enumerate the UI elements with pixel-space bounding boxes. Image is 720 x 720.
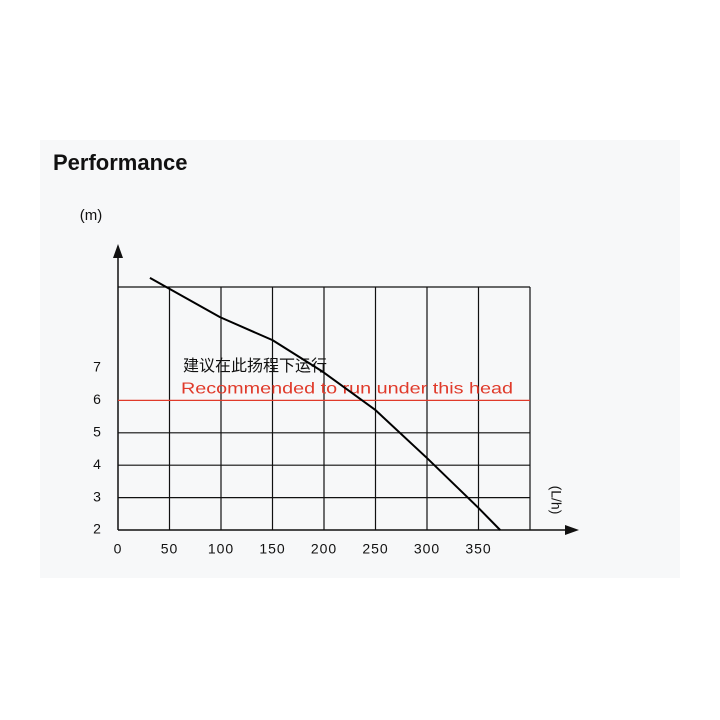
x-tick-label: 150 — [259, 541, 285, 557]
annotation-cn: 建议在此扬程下运行 — [183, 357, 327, 375]
x-tick-label: 100 — [208, 541, 234, 557]
x-tick-label: 50 — [161, 541, 179, 557]
x-tick-label: 300 — [414, 541, 440, 557]
x-tick-label: 350 — [465, 541, 491, 557]
curve — [149, 277, 501, 531]
x-axis-label: (L/h) — [548, 486, 564, 515]
y-arrow — [113, 244, 123, 258]
y-tick-label: 7 — [93, 359, 101, 375]
y-tick-label: 2 — [93, 521, 101, 537]
x-arrow — [565, 525, 579, 535]
x-tick-label: 0 — [114, 541, 123, 557]
chart-title: Performance — [53, 150, 188, 175]
y-tick-label: 6 — [93, 391, 101, 407]
x-tick-label: 250 — [362, 541, 388, 557]
y-tick-label: 3 — [93, 488, 101, 504]
x-tick-label: 200 — [311, 541, 337, 557]
panel — [40, 140, 680, 578]
y-tick-label: 5 — [93, 424, 101, 440]
y-tick-label: 4 — [93, 456, 101, 472]
y-axis-label: (m) — [80, 207, 103, 224]
